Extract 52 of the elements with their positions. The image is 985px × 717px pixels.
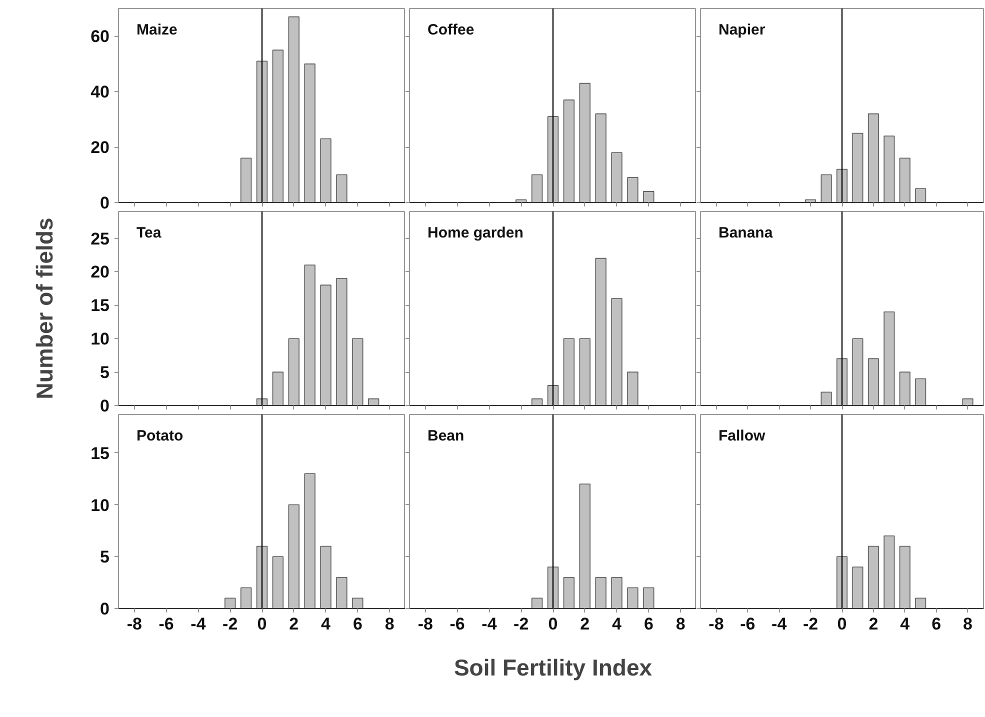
- y-axis-title: Number of fields: [32, 218, 58, 400]
- x-tick-label: -4: [772, 614, 788, 634]
- y-tick-label: 0: [100, 600, 110, 618]
- y-tick-label: 25: [90, 229, 110, 248]
- x-tick-label: -2: [222, 614, 238, 634]
- text: Coffee: [428, 22, 474, 38]
- x-tick-label: 4: [321, 614, 332, 634]
- x-tick-label: -8: [126, 614, 142, 634]
- x-tick-label: -2: [514, 614, 529, 634]
- y-tick-label: 20: [90, 262, 110, 282]
- x-tick-label: 0: [837, 614, 847, 634]
- x-tick-label: 6: [352, 614, 362, 634]
- y-tick-label: 10: [90, 330, 110, 349]
- x-tick-label: 4: [900, 614, 910, 634]
- text: Banana: [718, 224, 774, 242]
- x-tick-label: -4: [482, 614, 498, 634]
- x-tick-label: 2: [868, 614, 878, 634]
- x-tick-label: 8: [384, 614, 394, 634]
- y-tick-label: 60: [90, 27, 110, 46]
- y-tick-label: 15: [90, 296, 110, 316]
- y-tick-label: 15: [90, 444, 110, 463]
- x-tick-label: 0: [548, 614, 558, 634]
- x-tick-label: -4: [190, 614, 206, 634]
- x-tick-label: 6: [644, 614, 654, 634]
- x-tick-label: 6: [932, 614, 942, 634]
- x-tick-label: 0: [257, 614, 267, 634]
- y-tick-label: 40: [90, 82, 110, 102]
- text: Maize: [136, 22, 178, 38]
- y-tick-label: 5: [100, 363, 110, 382]
- text: Tea: [136, 224, 162, 242]
- y-tick-label: 10: [90, 496, 110, 515]
- text: Napier: [718, 22, 766, 38]
- text: Potato: [136, 428, 184, 444]
- x-tick-label: -6: [740, 614, 756, 634]
- text: Fallow: [718, 428, 766, 444]
- x-tick-label: -8: [418, 614, 434, 634]
- x-tick-label: -2: [803, 614, 818, 634]
- x-tick-label: -6: [158, 614, 174, 634]
- x-tick-label: -6: [450, 614, 465, 634]
- x-tick-label: 4: [612, 614, 622, 634]
- text: Home garden: [428, 224, 524, 242]
- x-tick-label: -8: [708, 614, 724, 634]
- x-tick-label: 8: [676, 614, 686, 634]
- text: Bean: [428, 428, 464, 444]
- x-tick-label: 8: [963, 614, 973, 634]
- y-tick-label: 0: [100, 396, 110, 416]
- y-tick-label: 0: [100, 194, 110, 212]
- y-tick-label: 5: [100, 548, 110, 567]
- x-tick-label: 2: [289, 614, 299, 634]
- x-axis-title: Soil Fertility Index: [454, 654, 652, 680]
- x-tick-label: 2: [580, 614, 590, 634]
- y-tick-label: 20: [90, 138, 110, 158]
